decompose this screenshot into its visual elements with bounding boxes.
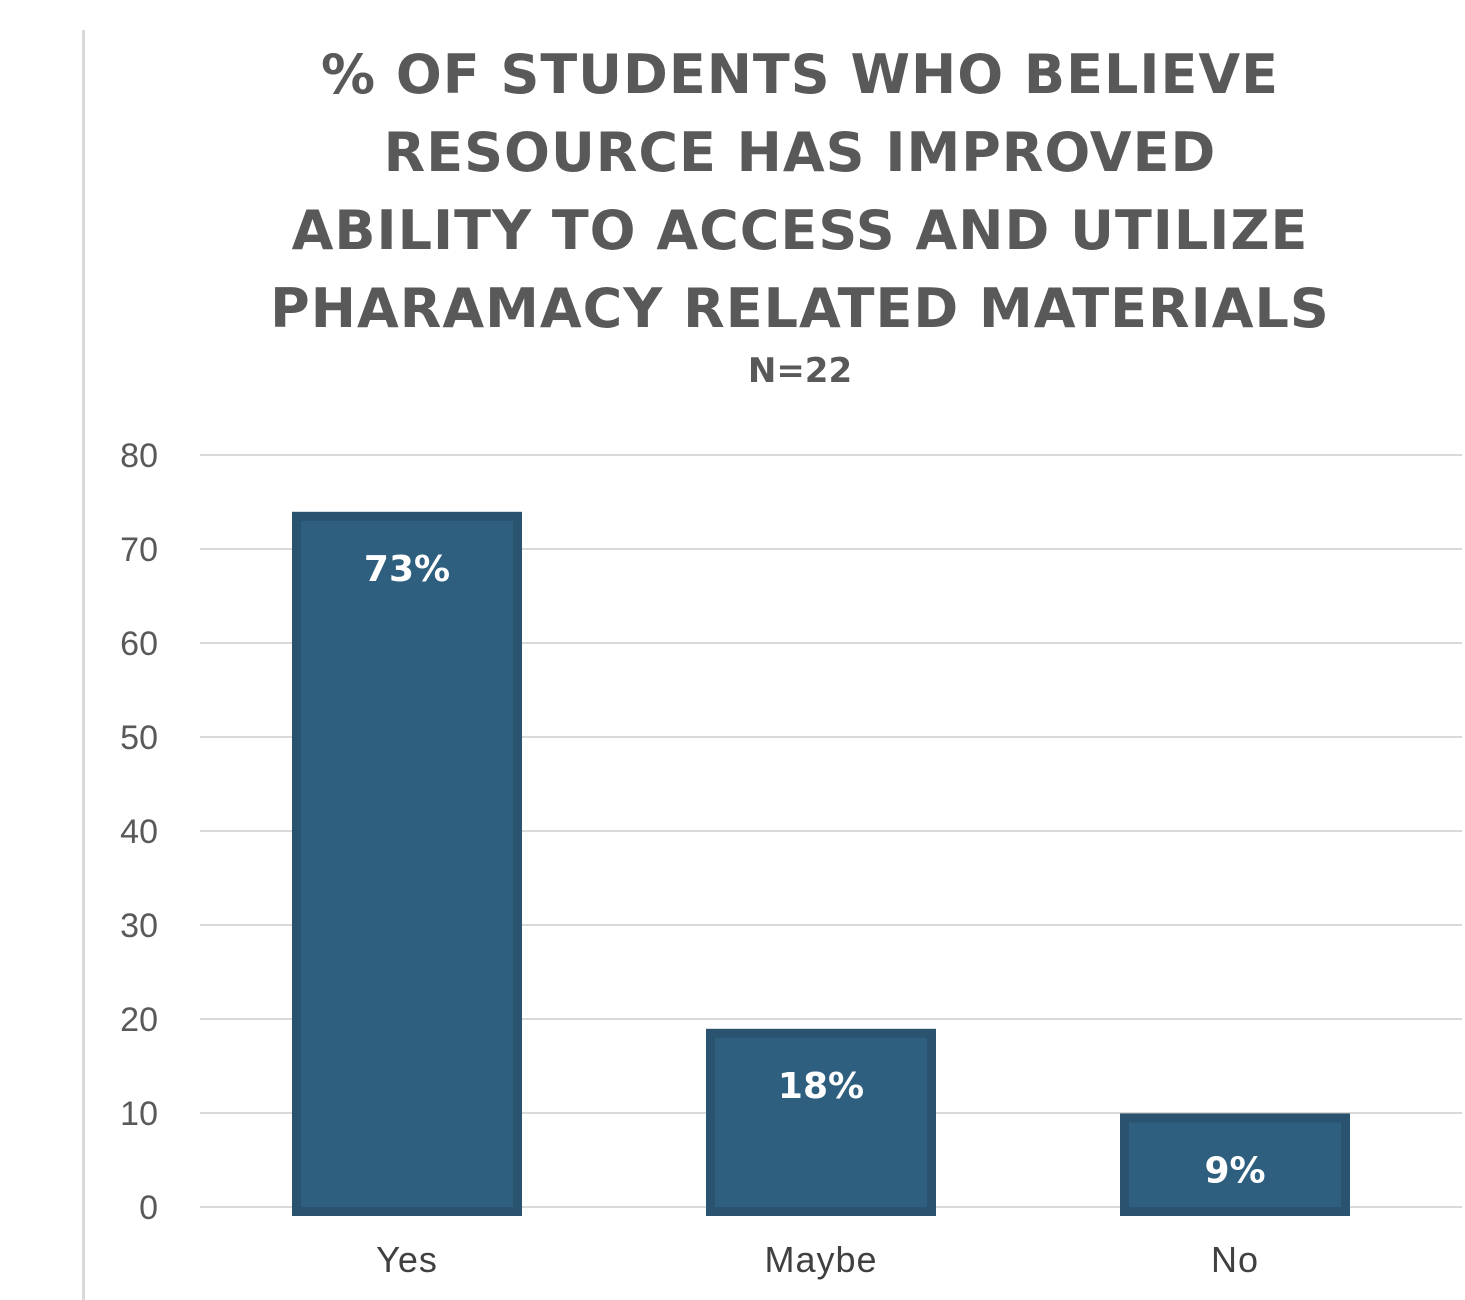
y-tick-label: 0 <box>139 1189 158 1227</box>
y-tick-label: 20 <box>120 1001 158 1039</box>
y-tick-label: 50 <box>120 719 158 757</box>
category-label-maybe: Maybe <box>764 1239 877 1280</box>
data-label-yes: 73% <box>364 549 450 590</box>
data-label-no: 9% <box>1204 1150 1265 1191</box>
chart-subtitle: N=22 <box>747 351 853 391</box>
left-border-line <box>82 30 85 1300</box>
x-axis-category-labels: Yes Maybe No <box>376 1239 1259 1280</box>
chart-title-line-2: RESOURCE HAS IMPROVED <box>383 121 1217 184</box>
bar-maybe <box>706 1028 936 1217</box>
chart-title: % OF STUDENTS WHO BELIEVE RESOURCE HAS I… <box>200 36 1400 348</box>
data-label-maybe: 18% <box>778 1066 864 1107</box>
chart-title-line-4: PHARAMACY RELATED MATERIALS <box>270 277 1330 340</box>
bars <box>292 511 1350 1217</box>
y-tick-label: 10 <box>120 1095 158 1133</box>
data-labels: 73% 18% 9% <box>364 549 1266 1192</box>
y-tick-label: 60 <box>120 625 158 663</box>
bar-yes <box>292 511 522 1216</box>
category-label-yes: Yes <box>376 1239 438 1280</box>
chart-title-line-1: % OF STUDENTS WHO BELIEVE <box>320 43 1280 106</box>
y-axis-tick-labels: 0 10 20 30 40 50 60 70 80 <box>120 437 158 1227</box>
category-label-no: No <box>1211 1239 1259 1280</box>
y-tick-label: 70 <box>120 531 158 569</box>
y-tick-label: 30 <box>120 907 158 945</box>
y-tick-label: 40 <box>120 813 158 851</box>
bar-no <box>1120 1113 1350 1217</box>
y-tick-label: 80 <box>120 437 158 475</box>
chart-title-line-3: ABILITY TO ACCESS AND UTILIZE <box>291 199 1309 262</box>
